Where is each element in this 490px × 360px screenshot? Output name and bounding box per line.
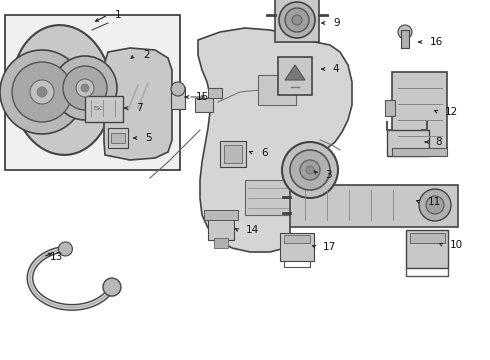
Bar	[204, 210, 238, 220]
Circle shape	[76, 79, 94, 97]
Bar	[195, 98, 213, 112]
Bar	[171, 87, 185, 109]
Bar	[245, 180, 300, 215]
Text: 16: 16	[430, 37, 443, 47]
Circle shape	[37, 87, 47, 97]
Circle shape	[398, 25, 412, 39]
Circle shape	[419, 189, 451, 221]
Circle shape	[290, 150, 330, 190]
Circle shape	[292, 15, 302, 25]
Text: 3: 3	[325, 170, 332, 180]
Polygon shape	[104, 48, 172, 160]
Bar	[410, 233, 445, 243]
Text: 9: 9	[333, 18, 340, 28]
Bar	[284, 235, 310, 243]
Text: 14: 14	[246, 225, 259, 235]
Text: 10: 10	[450, 240, 463, 250]
Bar	[406, 230, 448, 268]
Bar	[208, 216, 234, 240]
Bar	[278, 57, 312, 95]
Circle shape	[300, 160, 320, 180]
Text: ESC: ESC	[93, 105, 102, 111]
Circle shape	[279, 2, 315, 38]
Ellipse shape	[12, 25, 112, 155]
Circle shape	[12, 62, 72, 122]
Circle shape	[58, 242, 73, 256]
Circle shape	[53, 56, 117, 120]
Circle shape	[81, 84, 89, 92]
Circle shape	[282, 142, 338, 198]
Circle shape	[426, 196, 444, 214]
Bar	[108, 128, 128, 148]
Circle shape	[306, 166, 314, 174]
Circle shape	[103, 278, 121, 296]
Bar	[280, 233, 314, 261]
Text: 13: 13	[50, 252, 63, 262]
Text: 11: 11	[428, 197, 441, 207]
Text: 4: 4	[332, 64, 339, 74]
Bar	[85, 96, 123, 122]
Text: 7: 7	[136, 103, 143, 113]
Circle shape	[285, 8, 309, 32]
Text: 12: 12	[445, 107, 458, 117]
Bar	[5, 15, 180, 170]
Circle shape	[30, 80, 54, 104]
Bar	[258, 75, 296, 105]
Circle shape	[0, 50, 84, 134]
Text: 2: 2	[143, 50, 149, 60]
Bar	[224, 145, 242, 163]
Bar	[208, 88, 222, 98]
Bar	[392, 72, 447, 150]
Bar	[290, 185, 458, 227]
Bar	[111, 133, 125, 143]
Circle shape	[171, 82, 185, 96]
Bar	[385, 100, 395, 116]
Text: 15: 15	[196, 92, 209, 102]
Text: 5: 5	[145, 133, 151, 143]
Polygon shape	[198, 28, 352, 252]
Circle shape	[63, 66, 107, 110]
Bar	[275, 0, 319, 42]
Bar	[220, 141, 246, 167]
Text: 1: 1	[115, 10, 122, 20]
Text: 17: 17	[323, 242, 336, 252]
Text: 6: 6	[261, 148, 268, 158]
Polygon shape	[285, 65, 305, 80]
Bar	[214, 238, 228, 248]
Text: 8: 8	[435, 137, 441, 147]
Bar	[387, 130, 429, 156]
Bar	[392, 148, 447, 156]
Bar	[401, 30, 409, 48]
